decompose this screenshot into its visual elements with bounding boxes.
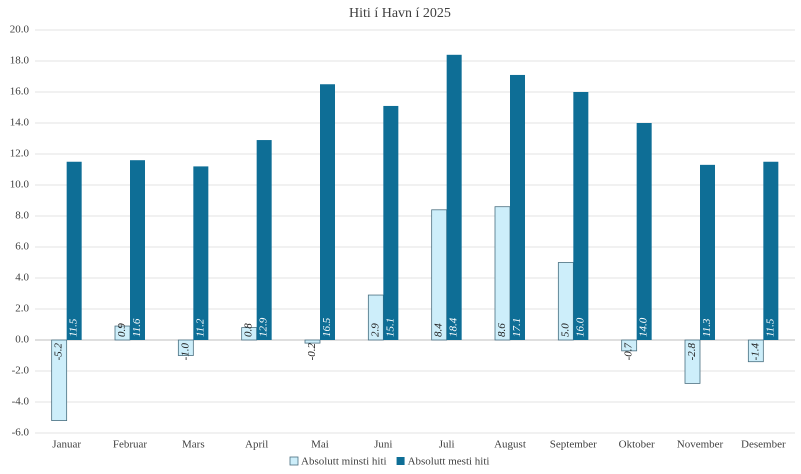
value-label: 11.2 — [194, 318, 206, 337]
bar — [700, 164, 715, 340]
bar — [684, 339, 701, 384]
x-tick-label: Desember — [741, 439, 786, 451]
y-tick-label: -2.0 — [12, 365, 30, 377]
y-tick-label: 18.0 — [10, 55, 30, 67]
y-tick-label: -6.0 — [12, 427, 30, 439]
y-tick-label: 0.0 — [15, 334, 29, 346]
y-tick-label: 16.0 — [10, 86, 30, 98]
y-tick-label: 20.0 — [10, 24, 30, 36]
bar — [573, 92, 589, 340]
legend-label: Absolutt minsti hiti — [301, 456, 387, 468]
x-tick-label: September — [550, 439, 597, 451]
value-label: 15.1 — [384, 318, 396, 337]
value-label: 5.0 — [559, 323, 571, 337]
value-label: 2.9 — [369, 323, 381, 337]
value-label: -2.8 — [686, 343, 698, 361]
value-label: 16.0 — [574, 317, 586, 337]
value-label: 11.5 — [68, 318, 80, 337]
x-tick-label: Januar — [52, 439, 81, 451]
legend-swatch — [289, 456, 299, 466]
chart-title: Hiti í Havn í 2025 — [349, 6, 451, 21]
x-tick-label: Mai — [311, 439, 329, 451]
bar — [66, 161, 82, 340]
value-label: 0.9 — [116, 323, 128, 337]
bar — [494, 206, 511, 341]
y-tick-label: 12.0 — [10, 148, 30, 160]
value-label: -1.0 — [179, 343, 191, 361]
bar — [431, 209, 448, 341]
value-label: 14.0 — [638, 317, 650, 337]
x-tick-label: April — [245, 439, 268, 451]
bar — [304, 339, 321, 344]
value-label: -0.2 — [306, 343, 318, 361]
bar — [510, 74, 525, 340]
y-tick-label: 4.0 — [15, 272, 29, 284]
legend-label: Absolutt mesti hiti — [408, 456, 490, 468]
legend-swatch — [396, 457, 405, 465]
bar — [383, 105, 399, 340]
bar — [51, 339, 68, 421]
bar — [763, 161, 779, 340]
value-label: 8.4 — [433, 323, 445, 337]
x-tick-label: August — [494, 439, 526, 451]
x-tick-label: Juni — [374, 439, 392, 451]
bar — [446, 54, 462, 341]
value-label: -0.7 — [623, 343, 635, 361]
value-label: 16.5 — [321, 317, 333, 337]
bar — [193, 166, 209, 340]
value-label: 8.6 — [496, 323, 508, 337]
y-tick-label: 10.0 — [10, 179, 30, 191]
value-label: -5.2 — [53, 343, 65, 361]
bar — [177, 339, 194, 356]
value-label: -1.4 — [749, 343, 761, 361]
y-tick-label: 14.0 — [10, 117, 30, 129]
value-label: 11.6 — [131, 318, 143, 337]
x-tick-label: Februar — [113, 439, 148, 451]
value-label: 11.5 — [764, 318, 776, 337]
y-tick-label: 6.0 — [15, 241, 29, 253]
value-label: 0.8 — [243, 323, 255, 337]
x-tick-label: Mars — [182, 439, 205, 451]
bar — [621, 339, 638, 352]
bar — [130, 160, 145, 340]
value-label: 12.9 — [258, 317, 270, 337]
x-tick-label: November — [677, 439, 724, 451]
y-tick-label: -4.0 — [12, 396, 30, 408]
bar — [636, 123, 652, 340]
y-tick-label: 2.0 — [15, 303, 29, 315]
y-tick-label: 8.0 — [15, 210, 29, 222]
value-label: 11.3 — [701, 318, 713, 337]
x-tick-label: Juli — [439, 439, 455, 451]
value-label: 18.4 — [448, 317, 460, 337]
bar — [320, 84, 335, 340]
x-tick-label: Oktober — [619, 439, 655, 451]
value-label: 17.1 — [511, 318, 523, 337]
bar — [747, 339, 764, 363]
bar — [256, 140, 272, 340]
